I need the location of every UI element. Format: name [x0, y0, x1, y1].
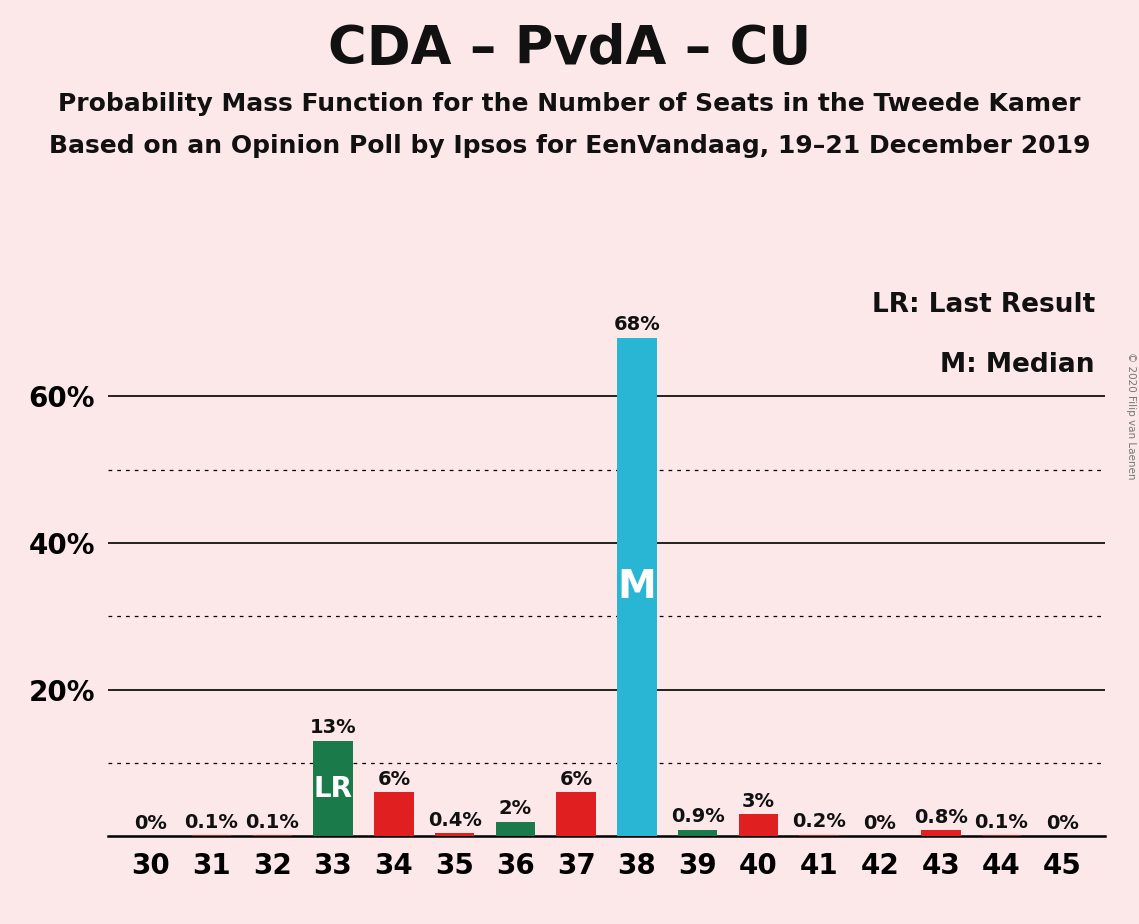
Text: © 2020 Filip van Laenen: © 2020 Filip van Laenen [1125, 352, 1136, 480]
Text: 0.1%: 0.1% [975, 813, 1029, 832]
Text: 0.9%: 0.9% [671, 807, 724, 826]
Bar [739, 814, 778, 836]
Text: 13%: 13% [310, 718, 357, 737]
Bar [921, 831, 960, 836]
Bar [374, 792, 413, 836]
Text: M: M [617, 568, 656, 606]
Text: M: Median: M: Median [941, 352, 1095, 379]
Text: 0.4%: 0.4% [427, 810, 482, 830]
Text: 3%: 3% [741, 792, 775, 810]
Bar [495, 821, 535, 836]
Text: LR: LR [313, 774, 353, 803]
Bar [313, 741, 353, 836]
Bar [617, 338, 657, 836]
Text: 68%: 68% [614, 315, 661, 334]
Text: CDA – PvdA – CU: CDA – PvdA – CU [328, 23, 811, 75]
Bar [800, 834, 839, 836]
Text: 0.8%: 0.8% [913, 808, 968, 827]
Text: 0%: 0% [1046, 813, 1079, 833]
Bar [435, 833, 474, 836]
Text: 2%: 2% [499, 799, 532, 818]
Text: Based on an Opinion Poll by Ipsos for EenVandaag, 19–21 December 2019: Based on an Opinion Poll by Ipsos for Ee… [49, 134, 1090, 158]
Text: 0%: 0% [863, 813, 896, 833]
Text: 0.1%: 0.1% [245, 813, 300, 832]
Text: 0.1%: 0.1% [185, 813, 238, 832]
Bar [556, 792, 596, 836]
Text: 6%: 6% [559, 770, 592, 788]
Text: 6%: 6% [377, 770, 410, 788]
Text: 0.2%: 0.2% [793, 812, 846, 831]
Bar [678, 830, 718, 836]
Text: LR: Last Result: LR: Last Result [871, 292, 1095, 318]
Text: Probability Mass Function for the Number of Seats in the Tweede Kamer: Probability Mass Function for the Number… [58, 92, 1081, 116]
Text: 0%: 0% [134, 813, 167, 833]
